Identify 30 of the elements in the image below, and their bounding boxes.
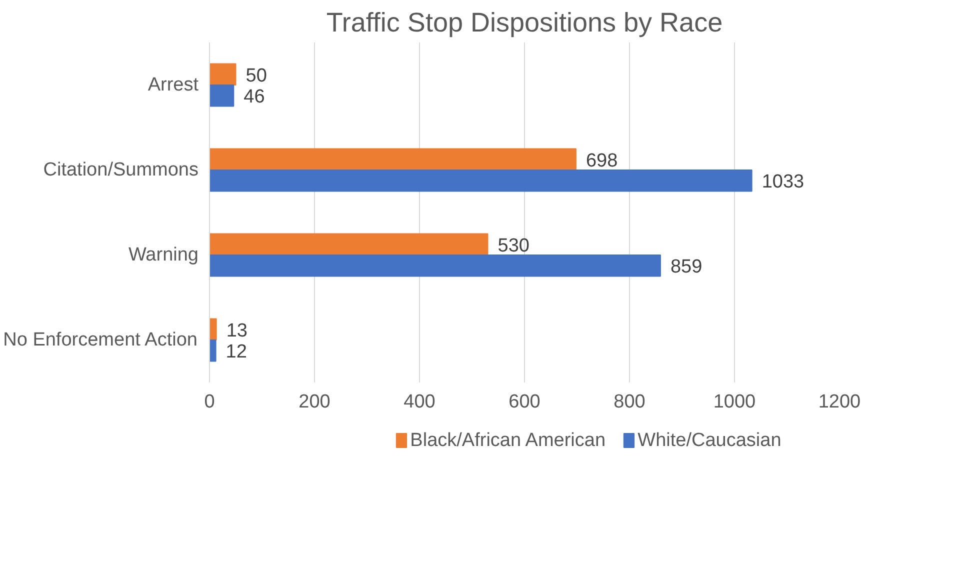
data-label: 859 xyxy=(670,256,702,278)
bar xyxy=(210,233,488,256)
bar xyxy=(210,170,752,192)
chart-title: Traffic Stop Dispositions by Race xyxy=(326,8,723,38)
x-tick-label: 0 xyxy=(204,392,215,412)
data-label: 50 xyxy=(246,65,267,86)
data-label: 698 xyxy=(586,150,618,172)
x-tick-label: 800 xyxy=(614,392,646,412)
data-label: 530 xyxy=(498,235,530,256)
legend-label: White/Caucasian xyxy=(638,430,782,451)
y-tick-label: Arrest xyxy=(148,74,200,96)
y-tick-label: No Enforcement Action xyxy=(3,330,198,350)
y-tick-label: Warning xyxy=(128,244,199,266)
data-label: 12 xyxy=(226,342,247,363)
x-tick-label: 400 xyxy=(404,392,436,412)
x-tick-label: 1200 xyxy=(818,392,861,412)
bar xyxy=(210,340,216,362)
data-label: 46 xyxy=(244,86,265,108)
x-tick-label: 1000 xyxy=(713,392,756,412)
y-tick-label: Citation/Summons xyxy=(43,160,199,180)
legend-label: Black/African American xyxy=(410,430,606,451)
data-label: 13 xyxy=(226,320,248,342)
bar xyxy=(210,148,576,170)
bar xyxy=(210,318,217,340)
bar xyxy=(210,84,234,107)
data-label: 1033 xyxy=(762,172,804,193)
bar xyxy=(210,254,661,277)
bar xyxy=(210,63,236,86)
x-tick-label: 600 xyxy=(508,392,540,412)
x-tick-label: 200 xyxy=(298,392,330,412)
